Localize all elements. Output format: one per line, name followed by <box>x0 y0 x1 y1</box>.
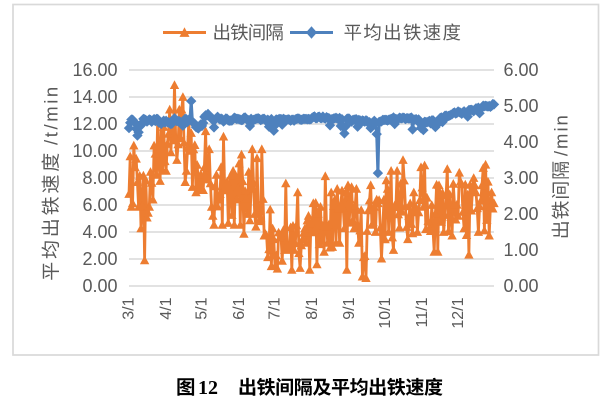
svg-text:10/1: 10/1 <box>377 297 394 328</box>
svg-text:0.00: 0.00 <box>504 276 539 296</box>
svg-text:1.00: 1.00 <box>504 240 539 260</box>
svg-text:2.00: 2.00 <box>82 249 117 269</box>
svg-text:2.00: 2.00 <box>504 204 539 224</box>
svg-text:10.00: 10.00 <box>72 141 117 161</box>
svg-text:12/1: 12/1 <box>450 297 467 328</box>
svg-text:5.00: 5.00 <box>504 96 539 116</box>
svg-text:6.00: 6.00 <box>82 195 117 215</box>
svg-text:4.00: 4.00 <box>82 222 117 242</box>
svg-text:0.00: 0.00 <box>82 276 117 296</box>
svg-text:3.00: 3.00 <box>504 168 539 188</box>
svg-text:/t/min: /t/min <box>41 84 62 145</box>
svg-text:3/1: 3/1 <box>121 297 138 319</box>
svg-text:9/1: 9/1 <box>341 297 358 319</box>
svg-text:6/1: 6/1 <box>231 297 248 319</box>
svg-text:7/1: 7/1 <box>267 297 284 319</box>
svg-text:11/1: 11/1 <box>414 297 431 327</box>
svg-text:6.00: 6.00 <box>504 60 539 80</box>
svg-text:4.00: 4.00 <box>504 132 539 152</box>
svg-text:5/1: 5/1 <box>194 297 211 319</box>
svg-text:8/1: 8/1 <box>304 297 321 319</box>
svg-text:16.00: 16.00 <box>72 60 117 80</box>
svg-text:/min: /min <box>551 113 572 156</box>
svg-text:12.00: 12.00 <box>72 114 117 134</box>
svg-text:8.00: 8.00 <box>82 168 117 188</box>
svg-text:14.00: 14.00 <box>72 87 117 107</box>
svg-text:12: 12 <box>198 377 218 399</box>
svg-text:4/1: 4/1 <box>158 297 175 319</box>
